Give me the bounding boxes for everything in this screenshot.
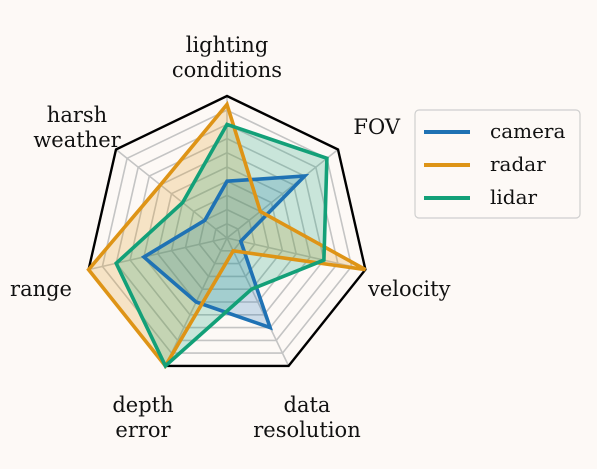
grid-ring [101,109,353,354]
series-area-lidar [116,124,327,366]
legend-label-camera: camera [490,119,565,143]
axis-label-fov: FOV [353,115,400,139]
legend: camera radar lidar [414,109,581,219]
series-line-lidar [113,122,329,369]
axis-label-lighting: lighting conditions [172,33,282,82]
grid-spoke [226,148,339,239]
series-area-radar [88,104,366,366]
radar-frame [87,94,367,368]
grid-ring [212,222,242,252]
grid-spoke [88,237,228,271]
grid-ring [115,123,339,342]
grid-spoke [226,237,366,271]
grid-ring [129,137,325,329]
grid-ring [156,166,298,303]
axis-label-data-resolution: data resolution [253,393,360,442]
legend-label-radar: radar [490,152,546,176]
axis-label-layer: lighting conditions FOV velocity data resolut… [10,33,451,442]
legend-label-lidar: lidar [490,185,538,209]
grid-ring [143,151,311,316]
axis-label-range: range [10,277,72,301]
series-line-layer [86,100,367,370]
axis-label-velocity: velocity [367,277,451,301]
axis-label-harsh-weather: harsh weather [33,103,121,152]
series-line-radar [86,100,367,370]
axis-label-depth-error: depth error [112,393,173,442]
grid-spoke [226,237,290,367]
legend-box [414,109,581,219]
grid-spoke [115,148,228,239]
series-line-camera [140,173,310,331]
